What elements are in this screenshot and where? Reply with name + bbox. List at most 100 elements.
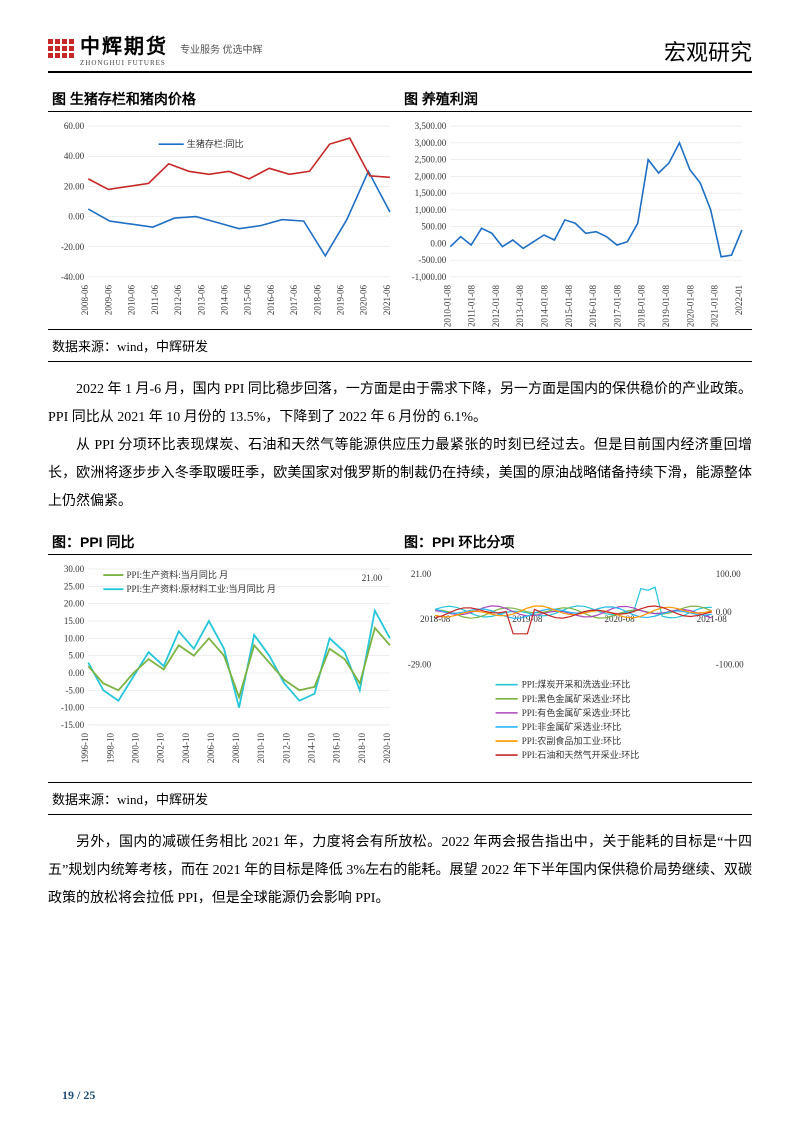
svg-text:2014-10: 2014-10 [307,733,317,764]
svg-text:PPI:煤炭开采和洗选业:环比: PPI:煤炭开采和洗选业:环比 [522,679,631,690]
svg-text:2019-01-08: 2019-01-08 [661,284,671,327]
svg-text:2010-06: 2010-06 [127,284,137,315]
chart-1-svg: -40.00-20.000.0020.0040.0060.002008-0620… [48,116,400,327]
chart-3-title: 图：PPI 同比 [48,530,400,555]
svg-text:1998-10: 1998-10 [105,733,115,764]
svg-text:2000-10: 2000-10 [131,733,141,764]
svg-text:2006-10: 2006-10 [206,733,216,764]
logo-icon [48,39,74,58]
svg-text:-15.00: -15.00 [61,720,85,730]
svg-text:2015-01-08: 2015-01-08 [564,284,574,327]
svg-text:-5.00: -5.00 [65,686,84,696]
svg-text:2008-06: 2008-06 [80,284,90,315]
svg-text:2014-06: 2014-06 [219,284,229,315]
svg-text:0.00: 0.00 [430,238,446,248]
svg-text:10.00: 10.00 [64,634,85,644]
svg-text:3,000.00: 3,000.00 [415,138,447,148]
svg-text:-20.00: -20.00 [61,242,85,252]
svg-text:2010-10: 2010-10 [256,733,266,764]
svg-text:PPI:黑色金属矿采选业:环比: PPI:黑色金属矿采选业:环比 [522,693,631,704]
svg-text:PPI:农副食品加工业:环比: PPI:农副食品加工业:环比 [522,735,622,746]
svg-text:2013-06: 2013-06 [196,284,206,315]
svg-text:2009-06: 2009-06 [103,284,113,315]
svg-text:2021-06: 2021-06 [382,284,392,315]
svg-text:-1,000.00: -1,000.00 [412,272,447,282]
chart-4: 图：PPI 环比分项 21.00-29.00100.000.00-100.002… [400,530,752,780]
svg-text:1996-10: 1996-10 [80,733,90,764]
svg-text:PPI:石油和天然气开采业:环比: PPI:石油和天然气开采业:环比 [522,749,640,760]
body-para-1: 2022 年 1 月-6 月，国内 PPI 同比稳步回落，一方面是由于需求下降，… [48,376,752,516]
svg-text:PPI:生产资料:当月同比 月: PPI:生产资料:当月同比 月 [126,569,228,580]
svg-text:2019-06: 2019-06 [336,284,346,315]
logo-en-text: ZHONGHUI FUTURES [80,59,168,67]
svg-text:21.00: 21.00 [362,573,383,583]
chart-4-title: 图：PPI 环比分项 [400,530,752,555]
svg-text:20.00: 20.00 [64,599,85,609]
svg-text:2012-01-08: 2012-01-08 [491,284,501,327]
svg-text:2014-01-08: 2014-01-08 [540,284,550,327]
chart-4-svg: 21.00-29.00100.000.00-100.002018-082019-… [400,559,752,780]
svg-text:2018-10: 2018-10 [357,733,367,764]
svg-text:2,500.00: 2,500.00 [415,155,447,165]
svg-text:2021-01-08: 2021-01-08 [710,284,720,327]
svg-text:-100.00: -100.00 [716,660,744,670]
svg-text:0.00: 0.00 [68,668,84,678]
chart-2-svg: -1,000.00 -500.00 0.00 500.00 1,000.00 1,500.… [400,116,752,327]
page-header: 中辉期货 ZHONGHUI FUTURES 专业服务 优选中辉 宏观研究 [48,30,752,73]
chart-2-title: 图 养殖利润 [400,87,752,112]
body-para-2: 另外，国内的减碳任务相比 2021 年，力度将会有所放松。2022 年两会报告指… [48,829,752,913]
chart-2: 图 养殖利润 -1,000.00 -500.00 0.00 500.00 1,000.0… [400,87,752,327]
chart-row-2: 图：PPI 同比 -15.00 -10.00 -5.00 0.00 5.00 10.00 1… [48,530,752,780]
svg-text:2004-10: 2004-10 [181,733,191,764]
svg-text:2017-01-08: 2017-01-08 [612,284,622,327]
svg-text:PPI:非金属矿采选业:环比: PPI:非金属矿采选业:环比 [522,721,622,732]
svg-text:2011-01-08: 2011-01-08 [467,284,477,326]
svg-text:60.00: 60.00 [64,121,85,131]
svg-text:2010-01-08: 2010-01-08 [442,284,452,327]
svg-text:2011-06: 2011-06 [150,284,160,314]
svg-text:2013-01-08: 2013-01-08 [515,284,525,327]
svg-text:-29.00: -29.00 [408,660,432,670]
svg-text:5.00: 5.00 [68,651,84,661]
svg-text:PPI:有色金属矿采选业:环比: PPI:有色金属矿采选业:环比 [522,707,631,718]
svg-text:1,500.00: 1,500.00 [415,188,447,198]
svg-text:100.00: 100.00 [716,569,741,579]
svg-text:2002-10: 2002-10 [156,733,166,764]
svg-text:2008-10: 2008-10 [231,733,241,764]
svg-text:PPI:生产资料:原材料工业:当月同比 月: PPI:生产资料:原材料工业:当月同比 月 [126,583,276,594]
svg-text:25.00: 25.00 [64,582,85,592]
svg-text:2016-06: 2016-06 [266,284,276,315]
svg-text:2015-06: 2015-06 [243,284,253,315]
svg-text:21.00: 21.00 [411,569,432,579]
svg-text:2012-06: 2012-06 [173,284,183,315]
source-1: 数据来源：wind，中辉研发 [48,329,752,362]
svg-text:1,000.00: 1,000.00 [415,205,447,215]
svg-text:2021-08: 2021-08 [697,614,728,624]
chart-1: 图 生猪存栏和猪肉价格 -40.00-20.000.0020.0040.0060… [48,87,400,327]
svg-text:2017-06: 2017-06 [289,284,299,315]
page-number: 19 / 25 [62,1088,95,1103]
svg-text:2016-10: 2016-10 [332,733,342,764]
doc-title: 宏观研究 [664,35,752,67]
svg-text:2012-10: 2012-10 [281,733,291,764]
logo-tagline: 专业服务 优选中辉 [180,41,263,56]
chart-row-1: 图 生猪存栏和猪肉价格 -40.00-20.000.0020.0040.0060… [48,87,752,327]
svg-text:30.00: 30.00 [64,564,85,574]
svg-text:20.00: 20.00 [64,181,85,191]
logo: 中辉期货 ZHONGHUI FUTURES 专业服务 优选中辉 [48,30,263,67]
svg-text:3,500.00: 3,500.00 [415,121,447,131]
svg-text:2022-01: 2022-01 [734,285,744,315]
svg-text:-10.00: -10.00 [61,703,85,713]
source-2: 数据来源：wind，中辉研发 [48,782,752,815]
svg-text:2020-10: 2020-10 [382,733,392,764]
svg-text:500.00: 500.00 [421,222,446,232]
svg-text:2018-06: 2018-06 [312,284,322,315]
chart-1-title: 图 生猪存栏和猪肉价格 [48,87,400,112]
svg-text:2016-01-08: 2016-01-08 [588,284,598,327]
chart-3-svg: -15.00 -10.00 -5.00 0.00 5.00 10.00 15.00 20.00… [48,559,400,780]
svg-text:0.00: 0.00 [68,212,84,222]
svg-text:2020-01-08: 2020-01-08 [685,284,695,327]
svg-text:-40.00: -40.00 [61,272,85,282]
svg-text:-500.00: -500.00 [418,255,446,265]
svg-text:15.00: 15.00 [64,616,85,626]
